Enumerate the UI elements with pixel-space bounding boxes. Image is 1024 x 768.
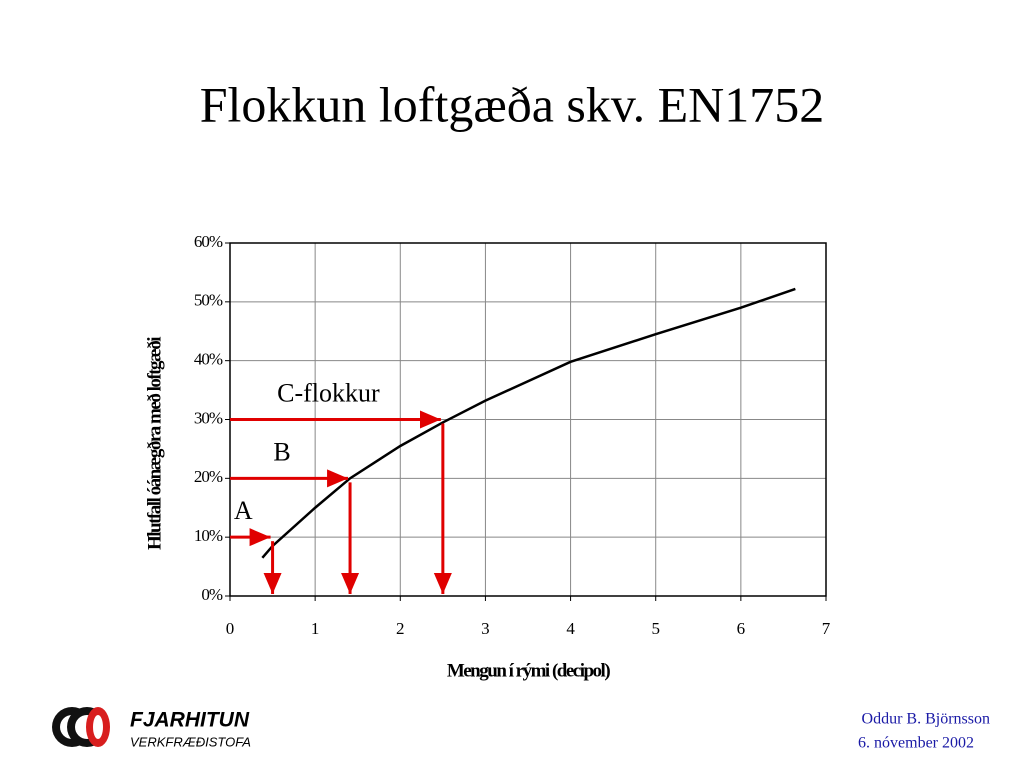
logo-sub: VERKFRÆÐISTOFA: [130, 734, 251, 749]
x-tick-label: 5: [651, 619, 660, 638]
y-axis-label: Hlutfall óánægðra með loftgæði: [144, 337, 165, 550]
annotation-label: C-flokkur: [277, 378, 380, 407]
logo-ring: [93, 715, 103, 739]
annotation-label: B: [273, 437, 290, 466]
y-tick-label: 20%: [194, 467, 223, 486]
y-tick-label: 50%: [194, 291, 223, 310]
date: 6. nóvember 2002: [858, 735, 974, 752]
x-axis-label: Mengun í rými (decipol): [447, 660, 611, 681]
x-tick-label: 3: [481, 619, 490, 638]
logo-name: FJARHITUN: [130, 709, 250, 732]
x-tick-label: 0: [226, 619, 235, 638]
logo: FJARHITUN VERKFRÆÐISTOFA: [52, 707, 251, 749]
slide-title: Flokkun loftgæða skv. EN1752: [200, 76, 825, 132]
y-tick-label: 60%: [194, 232, 223, 251]
y-tick-label: 0%: [201, 585, 223, 604]
x-tick-label: 1: [311, 619, 320, 638]
y-tick-label: 10%: [194, 526, 223, 545]
author: Oddur B. Björnsson: [862, 711, 990, 728]
x-tick-label: 7: [822, 619, 831, 638]
x-tick-label: 6: [737, 619, 746, 638]
y-tick-label: 40%: [194, 350, 223, 369]
x-tick-label: 2: [396, 619, 405, 638]
data-line: [261, 287, 796, 559]
x-tick-label: 4: [566, 619, 575, 638]
y-tick-label: 30%: [194, 408, 223, 427]
annotation-label: A: [234, 496, 253, 525]
